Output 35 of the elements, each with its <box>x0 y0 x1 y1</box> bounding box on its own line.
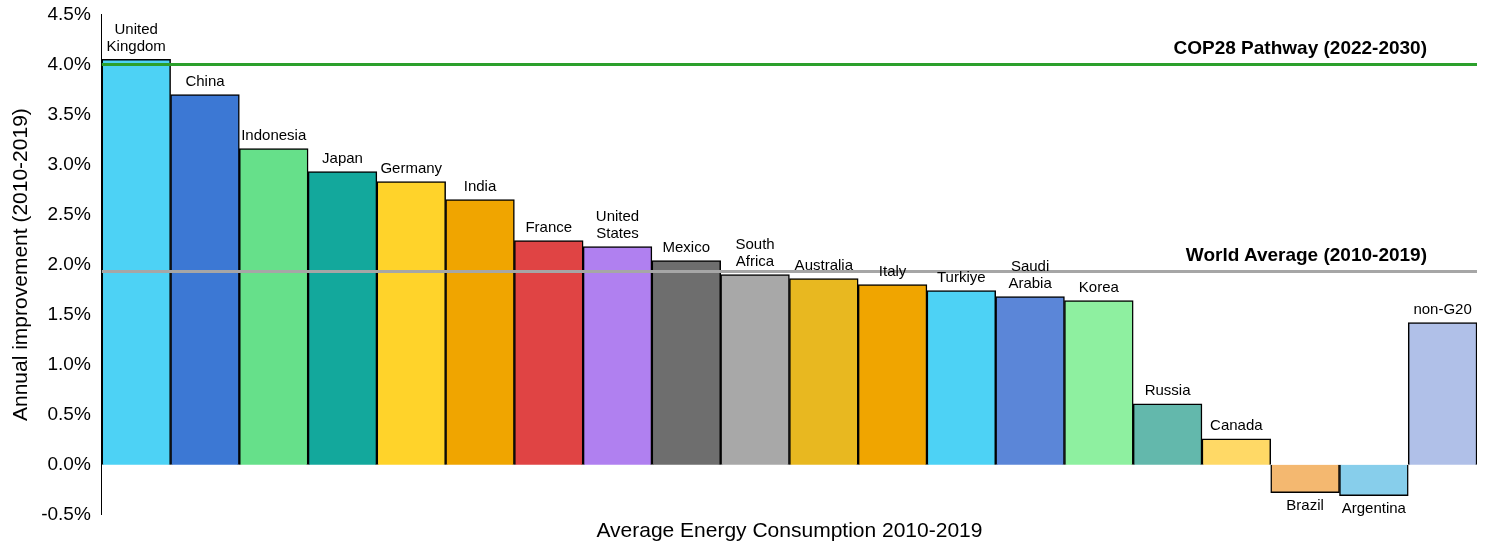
x-axis-title: Average Energy Consumption 2010-2019 <box>596 518 983 542</box>
y-tick-label: -0.5% <box>41 503 91 525</box>
x-tick-label: Germany <box>380 159 443 177</box>
ref-line-label: COP28 Pathway (2022-2030) <box>1173 37 1427 59</box>
x-tick-label: Argentina <box>1341 499 1407 517</box>
x-tick-label: Canada <box>1210 416 1264 434</box>
y-tick-label: 0.0% <box>47 452 91 474</box>
x-tick-label: Russia <box>1144 381 1192 399</box>
x-tick-label: China <box>185 72 226 90</box>
y-tick-label: 2.0% <box>47 252 91 274</box>
x-tick-label: France <box>525 218 573 236</box>
y-tick-label: 1.5% <box>47 302 91 324</box>
x-tick-label: Mexico <box>662 238 711 256</box>
y-tick-label: 3.0% <box>47 152 91 174</box>
x-tick-label: India <box>463 177 497 195</box>
y-tick-label: 4.0% <box>47 52 91 74</box>
x-tick-label: Italy <box>878 262 907 280</box>
x-tick-label: Japan <box>322 149 363 167</box>
x-tick-label: United States <box>595 207 640 242</box>
x-tick-label: Turkiye <box>937 268 986 286</box>
y-tick-label: 1.0% <box>47 352 91 374</box>
x-tick-label: South Africa <box>735 235 775 270</box>
x-tick-label: Korea <box>1078 278 1120 296</box>
y-tick-label: 3.5% <box>47 102 91 124</box>
y-tick-label: 4.5% <box>47 2 91 24</box>
x-tick-label: non-G20 <box>1413 300 1472 318</box>
x-tick-label: Australia <box>794 256 854 274</box>
x-tick-label: Indonesia <box>241 126 307 144</box>
y-axis-title: Annual improvement (2010-2019) <box>8 108 32 422</box>
y-tick-label: 0.5% <box>47 402 91 424</box>
ref-line-label: World Average (2010-2019) <box>1185 244 1427 266</box>
x-tick-label: Brazil <box>1286 496 1324 514</box>
x-tick-label: Saudi Arabia <box>1008 257 1053 292</box>
y-tick-label: 2.5% <box>47 202 91 224</box>
x-tick-label: United Kingdom <box>106 20 166 55</box>
